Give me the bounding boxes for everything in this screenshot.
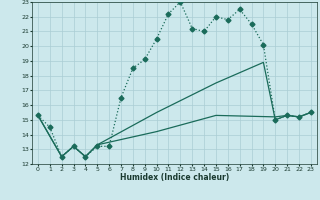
X-axis label: Humidex (Indice chaleur): Humidex (Indice chaleur) (120, 173, 229, 182)
